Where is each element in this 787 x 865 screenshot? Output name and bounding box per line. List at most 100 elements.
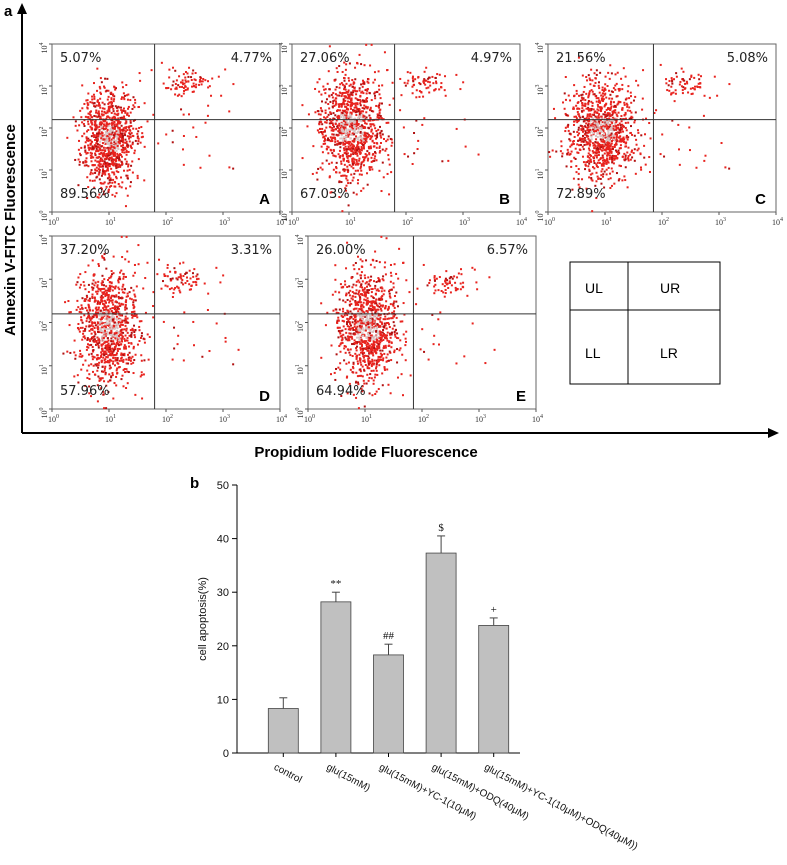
scatter-point (144, 311, 147, 314)
scatter-point (381, 84, 384, 87)
scatter-point (586, 129, 589, 132)
scatter-point (114, 142, 117, 145)
panel-letter: D (259, 388, 270, 405)
scatter-points (62, 235, 240, 410)
scatter-point (92, 325, 95, 328)
scatter-point (488, 276, 491, 279)
scatter-point (626, 138, 629, 141)
scatter-point (182, 274, 185, 277)
scatter-point (129, 136, 132, 139)
scatter-point (580, 140, 583, 143)
scatter-point (392, 97, 395, 100)
scatter-point (340, 122, 343, 125)
scatter-point (113, 132, 116, 135)
plot-frame (51, 43, 281, 213)
scatter-point (552, 107, 555, 110)
scatter-point (670, 85, 673, 88)
scatter-point (191, 272, 194, 275)
scatter-point (111, 122, 114, 125)
scatter-point (121, 337, 124, 340)
scatter-point (109, 311, 112, 314)
scatter-point (113, 86, 116, 89)
scatter-point (127, 342, 130, 345)
scatter-point (354, 66, 357, 69)
scatter-point (617, 179, 620, 182)
scatter-point (588, 92, 591, 95)
scatter-point (314, 111, 317, 114)
scatter-point (126, 370, 129, 373)
scatter-point (607, 123, 610, 126)
scatter-point (397, 277, 400, 280)
scatter-point (106, 328, 109, 331)
scatter-point (106, 318, 109, 321)
scatter-point (124, 122, 127, 125)
scatter-point (191, 85, 194, 88)
scatter-point (588, 168, 591, 171)
scatter-point (335, 171, 338, 174)
scatter-point (182, 261, 185, 264)
scatter-point (330, 120, 333, 123)
scatter-point (362, 144, 365, 147)
scatter-point (421, 123, 424, 126)
scatter-point (102, 291, 105, 294)
scatter-point (100, 359, 103, 362)
scatter-point (129, 181, 132, 184)
scatter-point (585, 117, 588, 120)
scatter-point (328, 162, 331, 165)
scatter-point (365, 92, 368, 95)
scatter-point (122, 92, 125, 95)
scatter-point (609, 119, 612, 122)
scatter-point (115, 329, 118, 332)
scatter-point (142, 287, 145, 290)
scatter-point (115, 156, 118, 159)
scatter-point (344, 121, 347, 124)
scatter-point (563, 107, 566, 110)
scatter-point (106, 316, 109, 319)
scatter-point (440, 82, 443, 85)
scatter-point (116, 322, 119, 325)
scatter-point (357, 110, 360, 113)
scatter-point (354, 262, 357, 265)
scatter-point (84, 159, 87, 162)
x-tick-label: 102 (162, 414, 173, 424)
scatter-point (587, 100, 590, 103)
scatter-point (576, 131, 579, 134)
scatter-point (375, 324, 378, 327)
scatter-point (361, 137, 364, 140)
scatter-point (588, 93, 591, 96)
scatter-point (90, 127, 93, 130)
scatter-point (345, 119, 348, 122)
scatter-point (613, 145, 616, 148)
scatter-point (87, 112, 90, 115)
scatter-point (354, 148, 357, 151)
scatter-point (138, 339, 141, 342)
scatter-point (345, 184, 348, 187)
scatter-point (365, 116, 368, 119)
scatter-point (379, 349, 382, 352)
scatter-point (123, 132, 126, 135)
scatter-point (619, 124, 622, 127)
scatter-point (129, 133, 132, 136)
scatter-point (622, 136, 625, 139)
scatter-point (693, 88, 696, 91)
scatter-point (98, 302, 101, 305)
scatter-point (575, 165, 578, 168)
scatter-point (101, 302, 104, 305)
scatter-point (367, 276, 370, 279)
scatter-point (599, 129, 602, 132)
scatter-point (91, 346, 94, 349)
scatter-point (344, 95, 347, 98)
scatter-point (106, 135, 109, 138)
scatter-point (361, 131, 364, 134)
scatter-point (403, 313, 406, 316)
scatter-point (352, 91, 355, 94)
scatter-point (104, 295, 107, 298)
scatter-point (691, 92, 694, 95)
scatter-point (384, 337, 387, 340)
scatter-point (581, 102, 584, 105)
scatter-point (121, 291, 124, 294)
scatter-point (640, 168, 643, 171)
scatter-point (427, 80, 430, 83)
scatter-point (593, 151, 596, 154)
x-tick-label: 102 (402, 217, 413, 227)
